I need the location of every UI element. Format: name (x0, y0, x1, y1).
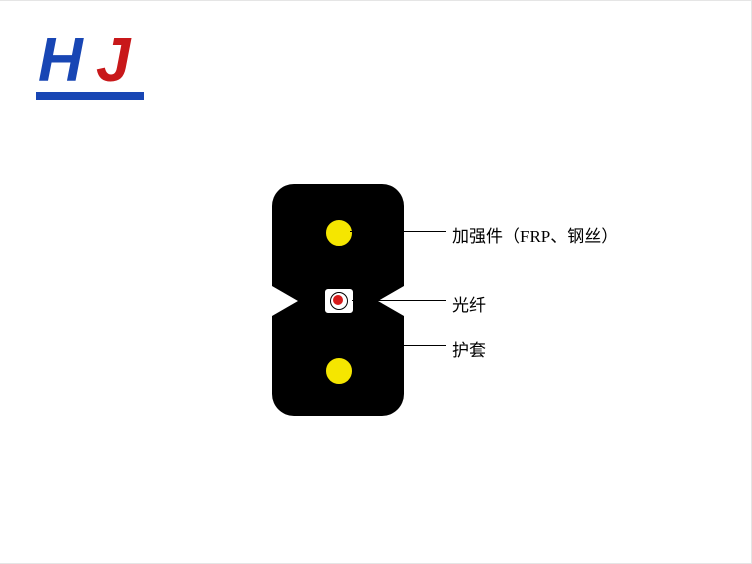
strength-member-bottom (325, 357, 353, 385)
leader-strength (350, 231, 446, 232)
fiber-core-inner (333, 295, 343, 305)
frame-top (0, 0, 752, 1)
label-fiber: 光纤 (452, 291, 486, 316)
logo-underbar (36, 92, 144, 100)
diagram-stage: H J 加强件（FRP、钢丝） 光纤 护套 (0, 0, 752, 564)
leader-jacket (404, 345, 446, 346)
cable-notch-right (378, 286, 404, 316)
leader-fiber (352, 300, 446, 301)
label-strength: 加强件（FRP、钢丝） (452, 222, 618, 247)
logo-letter-j: J (96, 30, 130, 92)
logo-letter-h: H (38, 30, 83, 92)
label-jacket: 护套 (452, 336, 486, 361)
cable-notch-left (272, 286, 298, 316)
strength-member-top (325, 219, 353, 247)
